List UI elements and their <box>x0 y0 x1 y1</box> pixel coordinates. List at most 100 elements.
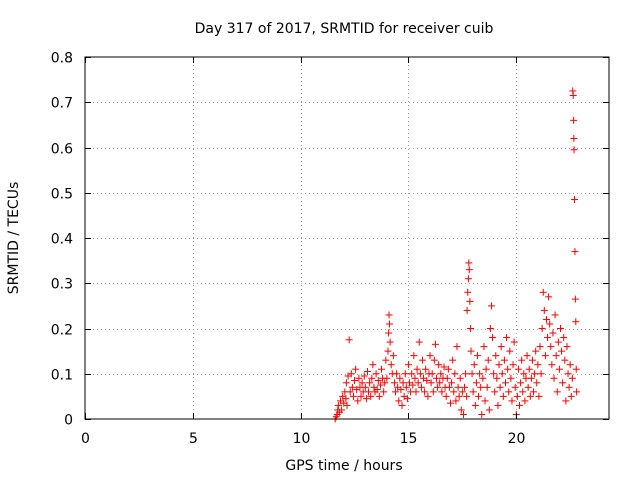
data-point <box>442 392 450 400</box>
data-point <box>538 325 546 332</box>
data-point <box>516 401 524 409</box>
data-point <box>428 370 436 378</box>
y-tick-label: 0.5 <box>51 187 73 203</box>
data-point <box>532 347 540 355</box>
data-point <box>531 370 539 378</box>
data-point <box>369 361 377 369</box>
data-point <box>416 370 424 378</box>
data-point <box>408 370 416 378</box>
data-point <box>440 363 448 371</box>
data-point <box>362 395 370 403</box>
data-point <box>505 388 513 396</box>
data-point <box>346 388 354 396</box>
y-tick-labels: 0 0.1 0.2 0.3 0.4 0.5 0.6 0.7 0.8 <box>51 51 73 429</box>
data-point <box>411 374 419 382</box>
data-point <box>479 374 487 382</box>
data-point <box>514 365 522 373</box>
data-point <box>463 392 471 400</box>
x-tick-label: 0 <box>81 431 90 447</box>
data-point <box>465 259 473 267</box>
data-point <box>571 248 579 256</box>
data-point <box>459 410 467 418</box>
data-point <box>472 379 480 387</box>
data-point <box>572 318 580 326</box>
data-point <box>435 361 443 369</box>
data-point <box>507 374 515 382</box>
data-point <box>357 392 365 400</box>
data-point <box>536 343 544 351</box>
y-tick-label: 0.1 <box>51 368 73 384</box>
data-point <box>470 361 478 369</box>
data-point <box>572 365 580 373</box>
data-point <box>393 370 401 378</box>
data-point <box>436 379 444 387</box>
data-points <box>331 87 581 423</box>
data-point <box>566 361 574 369</box>
data-point <box>454 383 462 391</box>
data-point <box>382 356 390 364</box>
data-point <box>524 383 532 391</box>
data-point <box>501 379 509 387</box>
data-point <box>403 395 411 403</box>
data-point <box>457 406 465 414</box>
data-point <box>374 377 382 385</box>
data-point <box>372 370 380 378</box>
data-point <box>360 372 368 380</box>
data-point <box>480 343 488 351</box>
data-point <box>496 383 504 391</box>
data-point <box>485 406 493 414</box>
data-point <box>363 367 371 375</box>
y-tick-label: 0 <box>64 413 73 429</box>
data-point <box>461 383 469 391</box>
data-point <box>535 392 543 400</box>
data-point <box>539 288 547 296</box>
data-point <box>469 388 477 396</box>
data-point <box>404 361 412 369</box>
data-point <box>398 401 406 409</box>
data-point <box>448 379 456 387</box>
data-point <box>342 395 350 403</box>
data-point <box>473 352 481 360</box>
data-point <box>530 388 538 396</box>
data-point <box>434 383 442 391</box>
data-point <box>546 320 554 328</box>
data-point <box>467 347 475 355</box>
x-tick-label: 10 <box>293 431 311 447</box>
data-point <box>565 383 573 391</box>
data-point <box>560 334 568 342</box>
data-point <box>486 325 494 332</box>
data-point <box>549 329 557 337</box>
y-tick-label: 0.8 <box>51 51 73 67</box>
x-tick-label: 15 <box>400 431 418 447</box>
data-point <box>348 383 356 391</box>
data-point <box>497 343 505 351</box>
data-point <box>495 361 503 369</box>
data-point <box>499 392 507 400</box>
data-point <box>443 374 451 382</box>
data-point <box>494 401 502 409</box>
data-point <box>567 392 575 400</box>
data-point <box>421 388 429 396</box>
data-point <box>385 329 393 337</box>
data-point <box>506 347 514 355</box>
data-point <box>517 379 525 387</box>
data-point <box>430 356 438 364</box>
data-point <box>468 370 476 378</box>
data-point <box>458 388 466 396</box>
axis-ticks <box>85 57 609 420</box>
data-point <box>342 379 350 387</box>
y-tick-label: 0.6 <box>51 142 73 158</box>
data-point <box>463 306 471 314</box>
data-point <box>518 356 526 364</box>
data-point <box>427 379 435 387</box>
data-point <box>464 275 472 283</box>
data-point <box>466 297 474 305</box>
data-point <box>477 383 485 391</box>
data-point <box>431 340 439 348</box>
data-point <box>390 379 398 387</box>
data-point <box>533 379 541 387</box>
data-point <box>465 266 473 274</box>
data-point <box>456 374 464 382</box>
data-point <box>476 370 484 378</box>
